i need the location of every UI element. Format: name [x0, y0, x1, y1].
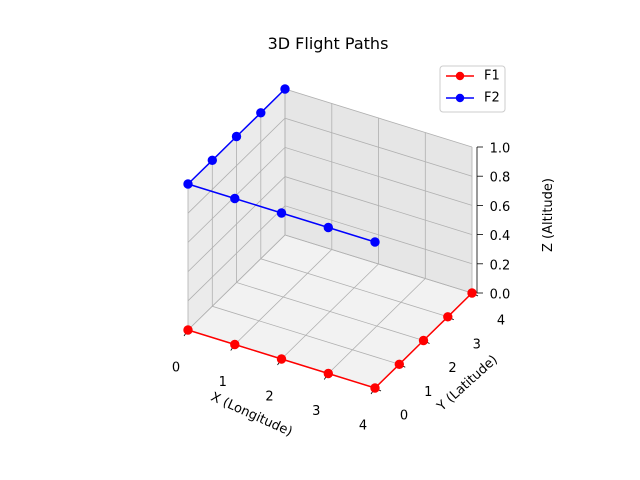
- series-marker-F2: [207, 155, 218, 166]
- series-marker-F1: [370, 383, 380, 393]
- chart-title: 3D Flight Paths: [268, 34, 389, 53]
- legend-marker-F2: [455, 93, 465, 103]
- y-tick-label: 2: [448, 361, 456, 376]
- z-grid-line: [187, 146, 473, 243]
- series-marker-F1: [276, 354, 287, 364]
- z-grid-line: [187, 117, 473, 214]
- series-marker-F1: [394, 359, 404, 369]
- z-tick-label: 0.6: [490, 200, 511, 215]
- x-tick-label: 2: [265, 390, 273, 405]
- y-tick-label: 4: [497, 314, 505, 329]
- z-tick-label: 0.4: [490, 229, 511, 244]
- y-tick-label: 3: [473, 337, 481, 352]
- x-tick-label: 0: [172, 361, 180, 376]
- series-marker-F2: [323, 222, 333, 233]
- z-tick-label: 0.2: [490, 258, 511, 273]
- series-marker-F2: [256, 108, 266, 118]
- z-tick-label: 1.0: [490, 142, 511, 157]
- legend-label-F1: F1: [484, 69, 500, 84]
- data-series: [183, 84, 477, 393]
- series-marker-F2: [230, 193, 240, 204]
- legend-marker-F1: [455, 71, 465, 81]
- series-marker-F1: [183, 325, 193, 335]
- x-tick-label: 1: [219, 375, 227, 390]
- y-axis-label: Y (Latitude): [434, 352, 501, 414]
- series-marker-F1: [443, 312, 453, 322]
- series-marker-F2: [280, 84, 290, 94]
- z-grid-line: [187, 176, 473, 272]
- tick-labels: 0 1 2 3 4 0 1 2 3 4 0.0 0.2 0.4 0.6 0.8 1.0: [172, 142, 510, 434]
- y-tick-label: 0: [400, 409, 408, 424]
- series-marker-F2: [276, 208, 287, 218]
- series-marker-F2: [183, 179, 193, 189]
- x-tick-label: 4: [359, 419, 367, 434]
- series-marker-F2: [231, 131, 242, 142]
- z-grid-line: [187, 234, 473, 331]
- y-tick-label: 1: [424, 385, 432, 400]
- series-marker-F1: [323, 368, 333, 379]
- series-marker-F2: [370, 237, 380, 247]
- x-tick-label: 3: [312, 404, 320, 419]
- series-marker-F1: [230, 339, 240, 350]
- series-marker-F1: [467, 288, 477, 298]
- legend-label-F2: F2: [484, 91, 500, 106]
- z-tick-label: 0.8: [490, 171, 511, 186]
- z-tick-label: 0.0: [490, 288, 511, 303]
- z-grid-line: [187, 205, 473, 302]
- z-axis-label: Z (Altitude): [541, 178, 556, 252]
- grid-lines: [187, 88, 473, 389]
- series-marker-F1: [418, 335, 429, 346]
- x-axis-label: X (Longitude): [208, 390, 294, 440]
